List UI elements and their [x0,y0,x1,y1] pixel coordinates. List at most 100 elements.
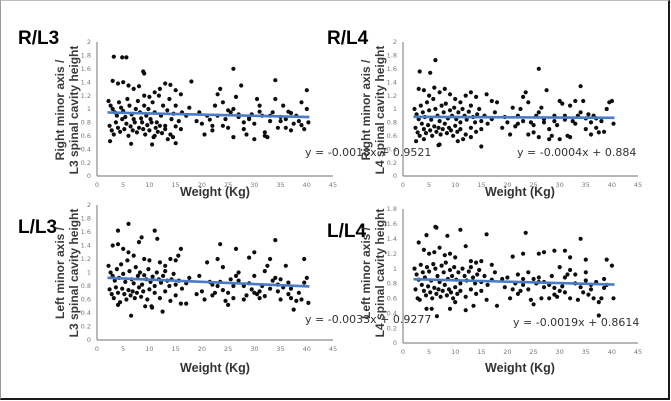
data-point [475,112,480,117]
data-point [128,293,133,298]
data-point [142,71,147,76]
data-point [265,263,270,268]
data-point [447,267,453,273]
data-point [446,287,452,292]
data-point [167,283,172,289]
data-point [254,96,260,102]
y-tick-label: 1.8 [81,52,91,60]
data-point [178,127,183,132]
data-point [588,287,594,292]
data-point [252,250,257,255]
data-point [294,298,299,303]
data-point [458,281,463,286]
data-point [157,123,162,128]
data-point [573,98,578,104]
data-point [278,119,283,124]
data-point [165,108,170,113]
y-tick-label: 0.2 [81,159,91,167]
data-point [114,267,119,272]
data-point [484,232,489,237]
data-point [463,294,468,299]
y-tick-label: 0.4 [387,145,397,153]
data-point [257,289,262,294]
data-point [176,253,181,258]
data-point [418,103,423,108]
y-tick-label: 0.2 [387,324,397,332]
data-point [124,55,129,60]
data-point [458,227,463,232]
data-point [562,275,568,280]
data-point [570,119,575,124]
x-tick-label: 15 [477,348,485,356]
y-tick-label: 1.2 [387,92,397,100]
y-tick-label: 0.2 [387,159,397,167]
data-point [122,292,127,297]
data-point [152,290,157,295]
data-point [451,133,456,138]
data-point [152,228,157,233]
data-point [194,119,199,124]
data-point [442,121,447,126]
y-tick-label: 1 [87,269,91,277]
data-point [120,117,125,122]
data-point [262,133,267,138]
data-point [444,131,449,136]
data-point [304,106,309,112]
data-point [432,85,437,90]
data-point [505,120,510,125]
x-tick-label: 35 [582,181,590,189]
data-point [447,108,453,113]
data-point [202,297,207,302]
data-point [458,127,463,132]
data-point [588,132,594,137]
data-point [463,308,468,313]
x-tick-label: 25 [224,345,232,353]
data-point [210,123,215,128]
data-point [482,273,487,279]
data-point [413,125,418,130]
data-point [431,262,436,267]
data-point [194,292,199,297]
data-point [426,123,431,128]
data-point [560,284,565,289]
data-point [154,270,159,275]
data-point [492,110,497,115]
data-point [492,270,497,275]
data-point [163,269,168,274]
data-point [443,260,448,265]
data-point [494,303,500,308]
x-tick-label: 0 [95,181,99,189]
data-point [463,132,468,137]
data-point [262,294,267,299]
data-point [594,125,599,130]
data-point [544,88,549,93]
data-point [299,100,304,105]
data-point [150,100,155,105]
data-point [109,128,114,133]
trendline [413,115,615,120]
data-point [150,142,155,147]
data-point [137,270,143,275]
y-tick-label: 1.4 [387,78,397,86]
data-point [173,258,178,263]
data-point [453,300,458,305]
y-tick-label: 1.8 [81,215,91,223]
data-point [115,228,121,233]
data-point [414,139,419,144]
data-point [247,255,252,260]
data-point [126,288,131,293]
data-point [113,120,118,125]
data-point [489,98,494,104]
data-point [555,123,560,128]
x-tick-label: 20 [503,181,511,189]
data-point [441,270,446,275]
data-point [142,103,147,108]
data-point [437,90,442,95]
data-point [178,92,183,97]
data-point [447,306,453,311]
data-point [468,265,473,270]
data-point [173,282,178,287]
data-point [163,127,168,132]
x-tick-label: 5 [427,181,431,189]
